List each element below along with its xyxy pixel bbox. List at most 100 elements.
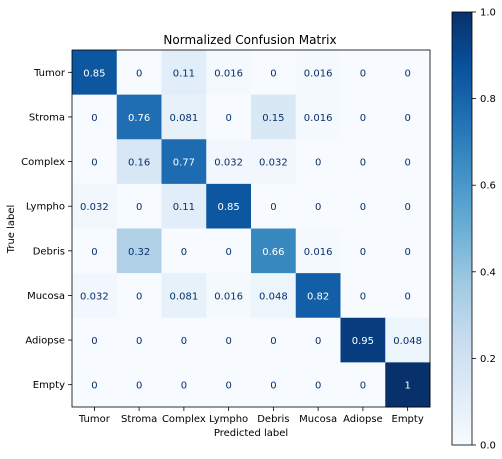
cell-value-label: 0.032 [259,158,288,169]
matrix-cell [206,362,252,408]
x-tick-label: Stroma [121,414,157,425]
matrix-cell [385,183,431,229]
matrix-cell [161,228,207,274]
colorbar-tick-label: 0.8 [480,94,496,105]
matrix-cell [385,50,431,96]
matrix-cell [206,273,252,319]
cell-value-label: 0 [91,113,97,124]
matrix-cell [72,139,118,185]
cell-value-label: 0 [136,202,142,213]
cell-value-label: 0 [360,158,366,169]
cell-value-label: 0 [91,381,97,392]
cell-value-label: 0 [181,381,187,392]
matrix-cell [161,317,207,363]
matrix-cell [385,228,431,274]
x-tick-label: Complex [162,414,206,425]
matrix-cell [206,317,252,363]
matrix-cell [206,228,252,274]
colorbar [451,11,473,446]
matrix-cell [340,139,386,185]
cell-value-label: 0.081 [170,291,199,302]
cell-value-label: 0.032 [80,202,109,213]
matrix-cell [385,362,431,408]
matrix-cell [385,139,431,185]
cell-value-label: 0 [91,247,97,258]
matrix-cell [161,50,207,96]
matrix-cell [161,94,207,140]
cell-value-label: 0 [360,291,366,302]
cell-value-label: 0 [91,336,97,347]
colorbar-tick-label: 0.0 [480,441,496,452]
x-tick-labels: Tumor Stroma Complex Lympho Debris Mucosa Adio… [78,407,424,425]
matrix-cell [116,228,162,274]
matrix-cell [295,362,341,408]
matrix-cell [161,362,207,408]
plot-frame [71,49,431,408]
cell-value-label: 0.15 [262,113,284,124]
matrix-cell [295,94,341,140]
matrix-cell [385,317,431,363]
cell-value-label: 0 [225,247,231,258]
cell-value-label: 0.016 [304,68,333,79]
matrix-cell [295,139,341,185]
matrix-cell [251,94,297,140]
y-tick-label: Empty [33,380,65,391]
matrix-cell [116,50,162,96]
matrix-cell [295,273,341,319]
x-tick-label: Mucosa [299,414,337,425]
cell-value-label: 0.048 [393,336,422,347]
matrix-cell [116,317,162,363]
y-tick-label: Lympho [26,202,65,213]
cell-value-label: 0 [270,336,276,347]
matrix-cell [385,94,431,140]
cell-value-label: 0.081 [170,113,199,124]
cell-value-label: 0 [225,113,231,124]
matrix-cell [161,273,207,319]
cell-value-label: 0.11 [173,68,195,79]
colorbar-tick-labels: 0.0 0.2 0.4 0.6 0.8 1.0 [472,8,496,452]
cell-value-label: 0 [360,68,366,79]
y-tick-label: Mucosa [27,291,65,302]
colorbar-tick-label: 0.2 [480,354,496,365]
matrix-cell [251,228,297,274]
cell-value-label: 0.85 [217,202,239,213]
cell-value-label: 0.95 [352,336,374,347]
cell-value-label: 0 [91,158,97,169]
cell-value-label: 0 [181,336,187,347]
y-tick-label: Stroma [29,112,65,123]
cell-value-label: 0 [315,381,321,392]
cell-value-label: 0 [360,113,366,124]
matrix-cell [72,94,118,140]
matrix-cell [116,94,162,140]
matrix-cell [295,317,341,363]
x-axis-label: Predicted label [214,428,288,439]
matrix-cell [385,273,431,319]
cell-value-label: 0 [404,158,410,169]
matrix-cell [72,273,118,319]
matrix-cell [72,317,118,363]
matrix-cell [340,273,386,319]
matrix-cell [340,362,386,408]
cell-value-label: 0 [225,336,231,347]
matrix-cell [251,317,297,363]
y-tick-label: Tumor [33,68,66,79]
y-tick-label: Complex [21,157,65,168]
matrix-cell [251,273,297,319]
matrix-cell [72,50,118,96]
matrix-cell [251,362,297,408]
cell-value-label: 0 [404,247,410,258]
cell-value-label: 0 [136,336,142,347]
cell-value-label: 0 [315,202,321,213]
x-tick-label: Adiopse [343,414,383,425]
cell-value-label: 1 [404,381,410,392]
cell-value-label: 0.048 [259,291,288,302]
cell-value-label: 0.016 [214,291,243,302]
y-tick-label: Adiopse [25,336,65,347]
matrix-cell [340,317,386,363]
matrix-cell [161,139,207,185]
x-tick-label: Tumor [78,414,111,425]
cell-value-label: 0 [270,68,276,79]
matrix-cell [116,139,162,185]
matrix-cell [72,362,118,408]
matrix-cell [340,94,386,140]
